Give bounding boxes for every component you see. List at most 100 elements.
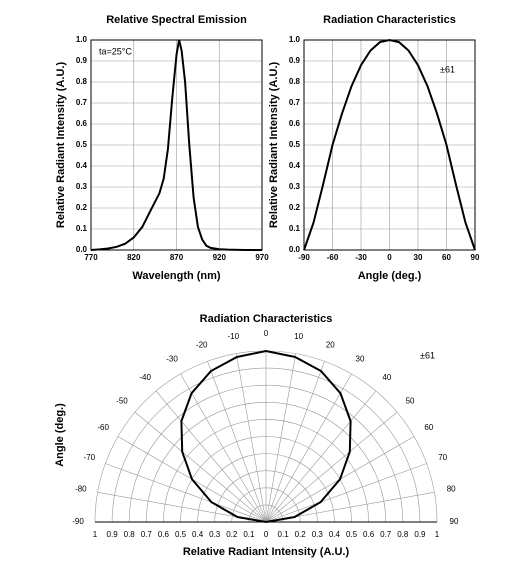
grid-spoke [265,353,296,523]
y-tick-label: 0.2 [76,203,88,212]
x-tick-label: 60 [442,253,451,262]
theta-tick-label: 90 [450,517,459,526]
theta-tick-label: -60 [97,423,109,432]
r-tick-label: 0.1 [278,530,290,539]
r-tick-label: 0.5 [175,530,187,539]
annotation: ±61 [420,350,435,360]
theta-tick-label: 60 [424,423,433,432]
y-axis-label: Relative Radiant Intensity (A.U.) [55,62,67,229]
x-axis-label: Relative Radiant Intensity (A.U.) [183,546,350,558]
y-tick-label: 1.0 [289,35,301,44]
grid-spoke [134,411,267,523]
theta-tick-label: 0 [264,329,269,338]
x-tick-label: 0 [387,253,392,262]
y-tick-label: 0.8 [289,77,301,86]
x-axis-label: Wavelength (nm) [132,270,221,282]
x-tick-label: 770 [84,253,98,262]
y-tick-label: 0.5 [289,140,301,149]
x-tick-label: -90 [298,253,310,262]
y-tick-label: 0.9 [76,56,88,65]
r-tick-label: 0.5 [346,530,358,539]
y-tick-label: 0.0 [289,245,301,254]
chart-title: Radiation Characteristics [200,313,333,325]
r-tick-label: 0.3 [209,530,221,539]
theta-tick-label: 20 [326,340,335,349]
theta-tick-label: -50 [116,396,128,405]
y-tick-label: 0.7 [76,98,88,107]
chart-title: Relative Spectral Emission [106,14,247,26]
theta-tick-label: -90 [72,517,84,526]
r-tick-label: 0.3 [312,530,324,539]
y-tick-label: 0.6 [289,119,301,128]
y-tick-label: 0.0 [76,245,88,254]
r-tick-label: 0.6 [363,530,375,539]
theta-tick-label: 40 [382,373,391,382]
y-tick-label: 0.6 [76,119,88,128]
x-tick-label: 820 [127,253,141,262]
data-line [90,39,262,251]
x-tick-label: 90 [471,253,480,262]
r-tick-label: 0.7 [141,530,153,539]
x-axis-label: Angle (deg.) [358,270,422,282]
theta-tick-label: -30 [166,354,178,363]
y-tick-label: 1.0 [76,35,88,44]
y-tick-label: 0.3 [289,182,301,191]
annotation: ta=25°C [99,46,132,56]
r-tick-label: 0.9 [414,530,426,539]
r-tick-label: 1 [93,530,98,539]
r-tick-label: 0.8 [124,530,136,539]
grid-spoke [265,411,398,523]
y-tick-label: 0.3 [76,182,88,191]
y-tick-label: 0.1 [76,224,88,233]
y-tick-label: 0.2 [289,203,301,212]
theta-tick-label: 10 [294,332,303,341]
grid-spoke [236,353,267,523]
theta-tick-label: -10 [228,332,240,341]
y-tick-label: 0.8 [76,77,88,86]
annotation: ±61 [440,64,455,74]
y-axis-label: Angle (deg.) [54,403,66,467]
grid-spoke [105,463,267,523]
grid-spoke [265,373,352,523]
grid-spoke [180,373,267,523]
y-tick-label: 0.1 [289,224,301,233]
theta-tick-label: 70 [438,453,447,462]
theta-tick-label: 30 [356,354,365,363]
y-axis-label: Relative Radiant Intensity (A.U.) [268,62,280,229]
plot-frame [90,39,263,251]
chart-title: Radiation Characteristics [323,14,456,26]
grid-spoke [265,361,325,523]
x-tick-label: 30 [414,253,423,262]
r-tick-label: 0.8 [397,530,409,539]
x-tick-label: 970 [255,253,269,262]
grid-spoke [207,361,267,523]
r-tick-label: 1 [435,530,440,539]
y-tick-label: 0.5 [76,140,88,149]
r-tick-label: 0.4 [192,530,204,539]
r-tick-label: 0 [264,530,269,539]
r-tick-label: 0.1 [243,530,255,539]
grid-spoke [155,390,267,523]
x-tick-label: -30 [355,253,367,262]
x-tick-label: 870 [170,253,184,262]
y-tick-label: 0.4 [289,161,301,170]
r-tick-label: 0.7 [380,530,392,539]
r-tick-label: 0.2 [226,530,238,539]
y-tick-label: 0.7 [289,98,301,107]
theta-tick-label: 50 [406,396,415,405]
r-tick-label: 0.6 [158,530,170,539]
theta-tick-label: -20 [196,340,208,349]
data-line [303,38,476,251]
theta-tick-label: -40 [139,373,151,382]
r-tick-label: 0.9 [107,530,119,539]
grid-spoke [265,390,377,523]
x-tick-label: -60 [327,253,339,262]
theta-tick-label: 80 [447,484,456,493]
grid-spoke [265,463,427,523]
theta-tick-label: -80 [75,484,87,493]
y-tick-label: 0.9 [289,56,301,65]
r-tick-label: 0.2 [295,530,307,539]
x-tick-label: 920 [213,253,227,262]
y-tick-label: 0.4 [76,161,88,170]
